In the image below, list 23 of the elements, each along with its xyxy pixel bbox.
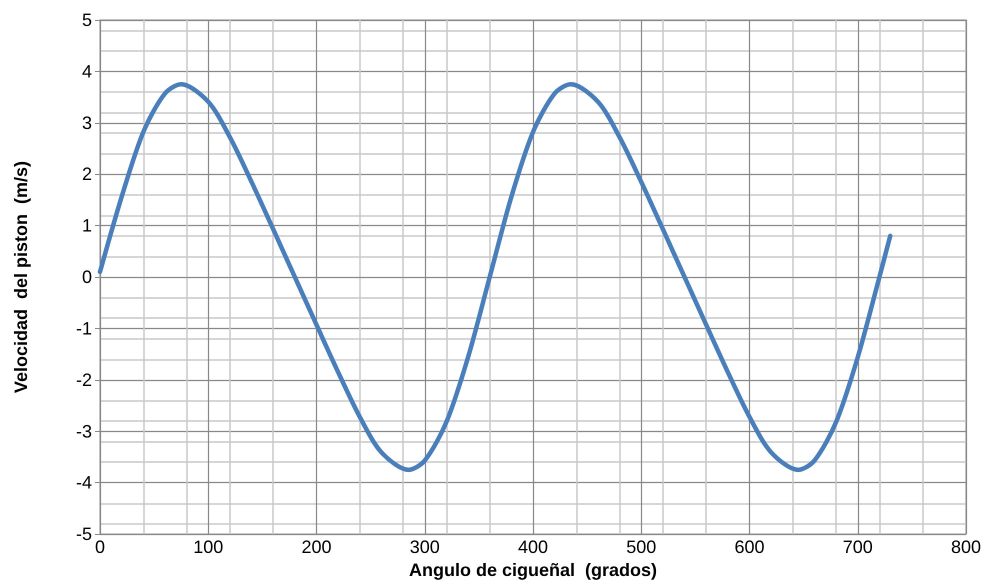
y-tick-label: 5	[82, 10, 92, 30]
y-tick-label: -2	[76, 370, 92, 390]
x-tick-label: 300	[410, 537, 440, 558]
x-tick-label: 0	[94, 537, 106, 558]
y-tick-label: 1	[82, 216, 92, 236]
y-tick-label: -3	[76, 421, 92, 442]
y-tick-label: 2	[82, 164, 92, 184]
x-axis-title: Angulo de cigueñal (grados)	[408, 560, 658, 580]
x-tick-label: 200	[301, 537, 332, 558]
y-tick-label: -4	[76, 472, 92, 493]
x-tick-label: 700	[842, 537, 873, 558]
y-tick-label: -1	[76, 318, 92, 338]
x-tick-label: 400	[518, 537, 548, 558]
x-tick-label: 800	[950, 537, 982, 558]
y-tick-label: 3	[82, 112, 92, 133]
x-tick-label: 500	[626, 537, 656, 558]
y-tick-label: -5	[76, 524, 92, 544]
x-tick-label: 100	[193, 537, 224, 558]
line-series	[98, 82, 892, 472]
x-tick-label: 600	[734, 537, 765, 558]
y-axis-title: Velocidad del piston (m/s)	[11, 161, 31, 394]
y-tick-label: 0	[82, 267, 92, 288]
y-tick-label: 4	[82, 61, 92, 82]
